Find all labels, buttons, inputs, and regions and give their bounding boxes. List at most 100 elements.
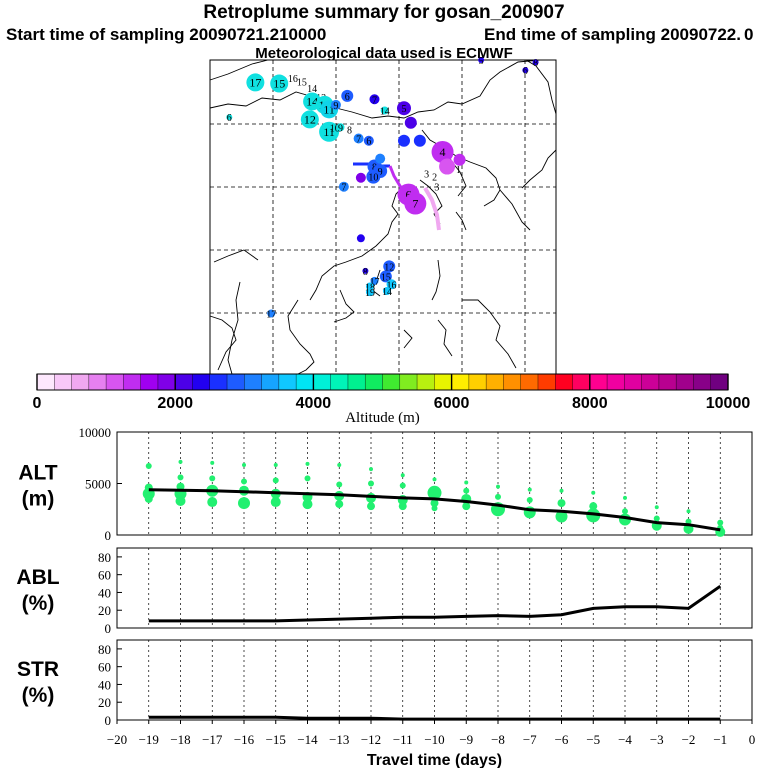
alt-point — [210, 460, 215, 465]
alt-point — [400, 473, 405, 478]
y-tick-label: 40 — [98, 677, 111, 692]
end-time-suffix: 0 — [744, 25, 754, 44]
colorbar-swatch — [693, 374, 712, 390]
map-marker-label: 6 — [523, 66, 528, 77]
colorbar-tick-label: 6000 — [434, 395, 470, 412]
y-tick-label: 20 — [98, 603, 111, 618]
chart-title: Retroplume summary for gosan_200907 — [203, 2, 565, 23]
map-marker — [478, 57, 485, 63]
alt-point — [432, 477, 437, 482]
x-tick-label: −8 — [491, 732, 505, 747]
colorbar-swatch — [244, 374, 262, 390]
alt-point — [495, 493, 501, 500]
map-marker — [330, 99, 341, 110]
alt-point — [270, 497, 281, 508]
map-marker — [267, 309, 276, 318]
colorbar-swatch — [261, 374, 280, 390]
colorbar-swatch — [607, 374, 625, 390]
map-marker-label: 9 — [333, 101, 338, 112]
panel-alt: 0 5000 10000 ALT (m) — [18, 425, 753, 543]
colorbar-swatch — [88, 374, 107, 390]
alt-point — [304, 475, 311, 482]
x-tick-label: −17 — [202, 732, 223, 747]
y-tick-label: 5000 — [85, 477, 111, 492]
alt-point — [369, 467, 373, 472]
map-marker — [453, 153, 466, 166]
map-marker — [356, 234, 365, 243]
y-tick-label: 80 — [98, 642, 111, 657]
x-tick-label: −12 — [361, 732, 381, 747]
y-tick-label: 20 — [98, 695, 111, 710]
colorbar-swatch — [71, 374, 90, 390]
map-marker — [404, 116, 417, 129]
colorbar-tick-label: 0 — [33, 395, 42, 412]
colorbar-swatch — [330, 374, 349, 390]
alt-point — [555, 510, 568, 523]
map-marker — [336, 123, 345, 132]
alt-point — [336, 481, 343, 488]
map-marker — [341, 89, 354, 102]
x-tick-label: −7 — [523, 732, 537, 747]
x-tick-label: −18 — [170, 732, 190, 747]
colorbar-swatch — [676, 374, 694, 390]
colorbar-swatch — [123, 374, 142, 390]
colorbar-swatch — [227, 374, 245, 390]
map-marker — [319, 121, 340, 142]
alt-point — [653, 515, 660, 522]
alt-point — [717, 519, 724, 526]
y-tick-label: 0 — [105, 528, 112, 543]
end-time-label: End time of sampling 20090722. — [484, 25, 741, 44]
map-marker — [246, 73, 265, 92]
y-tick-label: 60 — [98, 660, 111, 675]
colorbar-tick-label: 10000 — [706, 395, 751, 412]
colorbar-swatch — [520, 374, 539, 390]
map-marker-label: 12 — [384, 262, 394, 273]
map-marker-label: 19 — [365, 288, 375, 299]
alt-point — [496, 484, 500, 489]
map-marker — [365, 288, 374, 297]
altitude-colorbar: 0 2000 4000 6000 8000 10000 Altitude (m) — [33, 373, 751, 426]
map-marker-label: 4 — [440, 145, 446, 159]
coastlines — [209, 59, 557, 375]
x-tick-label: −15 — [266, 732, 286, 747]
colorbar-swatch — [106, 374, 124, 390]
colorbar-swatch — [710, 374, 729, 390]
map-marker — [365, 282, 374, 291]
map-marker — [522, 67, 529, 74]
x-tick-label: −9 — [459, 732, 473, 747]
alt-point — [527, 487, 532, 492]
colorbar-axis-label: Altitude (m) — [345, 410, 420, 426]
alt-point — [559, 488, 564, 493]
map-marker — [366, 169, 381, 184]
colorbar-swatch — [209, 374, 228, 390]
map-marker-label: 8 — [533, 58, 538, 69]
y-tick-label: 60 — [98, 568, 111, 583]
map-marker — [396, 101, 411, 116]
map-marker — [369, 94, 380, 105]
trajectory-markers: 1715161514131412119121110987667145413238… — [226, 56, 539, 320]
map-marker-label: 14 — [307, 84, 317, 95]
x-tick-label: −1 — [713, 732, 727, 747]
map-marker — [338, 181, 349, 192]
map-marker-label: 7 — [372, 95, 377, 106]
colorbar-swatch — [54, 374, 72, 390]
map-marker — [300, 110, 319, 129]
x-tick-label: −4 — [618, 732, 632, 747]
alt-point — [589, 502, 598, 511]
alt-point — [207, 497, 218, 508]
map-marker-label: 8 — [347, 126, 352, 137]
colorbar-swatch — [624, 374, 643, 390]
map-marker-label: 1 — [456, 165, 461, 176]
trajectory-map: 1715161514131412119121110987667145413238… — [209, 56, 557, 375]
map-marker-label: 12 — [304, 112, 316, 126]
alt-point — [526, 496, 533, 503]
met-data-label: Meteorological data used is ECMWF — [255, 45, 513, 62]
colorbar-swatch — [451, 374, 470, 390]
map-marker — [226, 114, 233, 121]
colorbar-swatch — [468, 374, 487, 390]
panel-ylabel-name: ALT — [18, 462, 57, 485]
y-tick-label: 80 — [98, 550, 111, 565]
map-marker — [362, 267, 369, 274]
colorbar-swatch — [296, 374, 314, 390]
